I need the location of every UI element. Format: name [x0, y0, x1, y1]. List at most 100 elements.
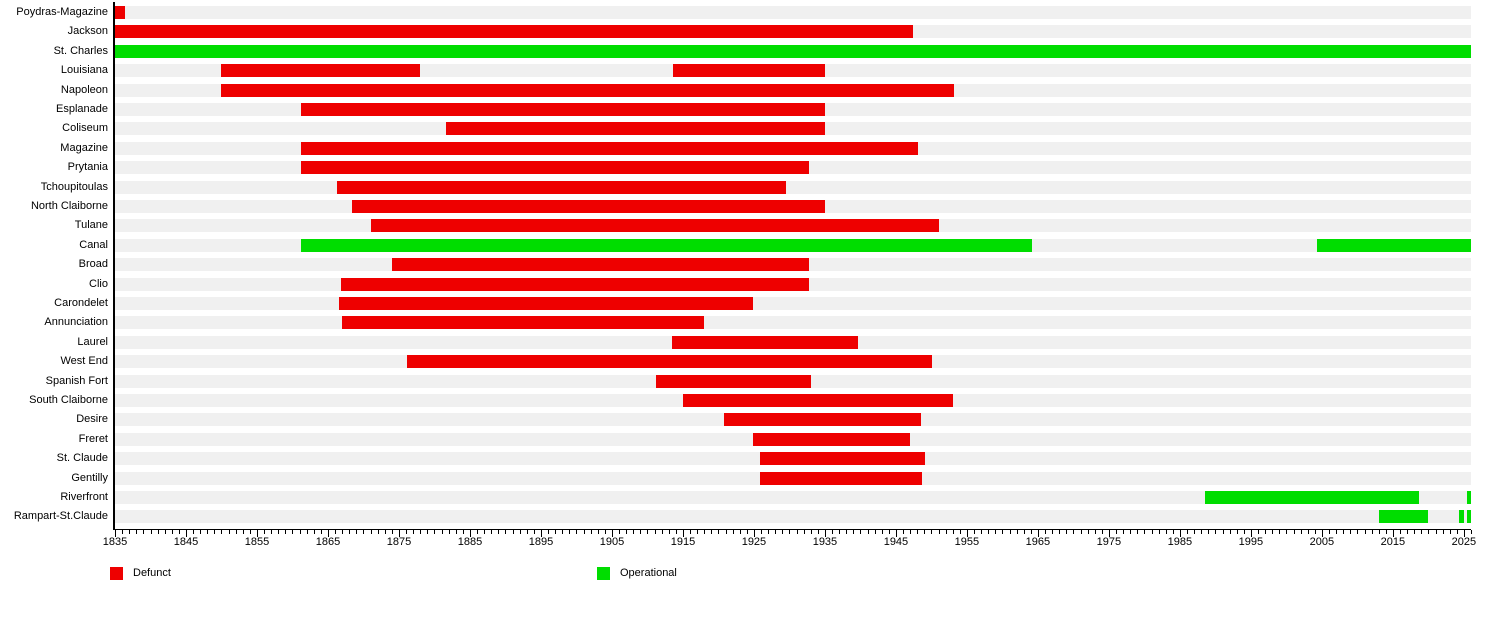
axis-minor-tick — [335, 530, 337, 534]
axis-minor-tick — [207, 530, 209, 534]
axis-major-tick — [256, 530, 258, 537]
row-track — [115, 491, 1471, 504]
axis-major-tick — [540, 530, 542, 537]
axis-minor-tick — [782, 530, 784, 534]
axis-major-tick — [1463, 530, 1465, 537]
row-track — [115, 219, 1471, 233]
axis-tick-label: 2025 — [1451, 536, 1477, 548]
row-label: Clio — [89, 277, 108, 290]
timeline-bar-operational — [1466, 491, 1471, 504]
axis-minor-tick — [221, 530, 223, 534]
axis-minor-tick — [1165, 530, 1167, 534]
axis-minor-tick — [576, 530, 578, 534]
axis-minor-tick — [761, 530, 763, 534]
axis-tick-label: 1985 — [1167, 536, 1193, 548]
axis-minor-tick — [768, 530, 770, 534]
axis-minor-tick — [803, 530, 805, 534]
axis-minor-tick — [1144, 530, 1146, 534]
axis-minor-tick — [1272, 530, 1274, 534]
axis-tick-label: 1885 — [457, 536, 483, 548]
legend-label-operational: Operational — [620, 567, 677, 579]
timeline-bar-defunct — [301, 141, 918, 155]
row-label: Coliseum — [62, 122, 108, 135]
axis-minor-tick — [1243, 530, 1245, 534]
axis-minor-tick — [1343, 530, 1345, 534]
axis-minor-tick — [938, 530, 940, 534]
timeline-bar-defunct — [724, 413, 922, 427]
row-label: Spanish Fort — [45, 374, 108, 387]
axis-minor-tick — [1286, 530, 1288, 534]
timeline-bar-defunct — [760, 452, 926, 466]
row-track — [115, 316, 1471, 330]
row-track — [115, 161, 1471, 175]
axis-minor-tick — [974, 530, 976, 534]
axis-minor-tick — [1030, 530, 1032, 534]
axis-minor-tick — [178, 530, 180, 534]
axis-minor-tick — [569, 530, 571, 534]
axis-minor-tick — [413, 530, 415, 534]
axis-minor-tick — [1471, 530, 1472, 534]
axis-minor-tick — [1194, 530, 1196, 534]
axis-major-tick — [682, 530, 684, 537]
axis-minor-tick — [171, 530, 173, 534]
row-label: Laurel — [77, 335, 108, 348]
row-track — [115, 83, 1471, 97]
row-track — [115, 355, 1471, 369]
legend-label-defunct: Defunct — [133, 567, 171, 579]
axis-minor-tick — [597, 530, 599, 534]
axis-minor-tick — [1399, 530, 1401, 534]
axis-major-tick — [469, 530, 471, 537]
axis-minor-tick — [1300, 530, 1302, 534]
axis-minor-tick — [1258, 530, 1259, 534]
row-label: Esplanade — [56, 103, 108, 115]
axis-minor-tick — [306, 530, 308, 534]
axis-minor-tick — [1350, 530, 1352, 534]
row-track — [115, 510, 1471, 524]
axis-tick-label: 1865 — [315, 536, 341, 548]
axis-minor-tick — [1009, 530, 1011, 534]
axis-minor-tick — [1137, 530, 1139, 534]
axis-minor-tick — [1066, 530, 1068, 534]
axis-minor-tick — [810, 530, 812, 534]
y-axis-line — [113, 2, 115, 530]
row-track — [115, 432, 1471, 446]
axis-minor-tick — [320, 530, 322, 534]
axis-minor-tick — [739, 530, 741, 534]
axis-minor-tick — [583, 530, 585, 534]
row-label: Prytania — [67, 161, 108, 174]
axis-tick-label: 1975 — [1096, 536, 1122, 548]
axis-minor-tick — [1187, 530, 1189, 534]
axis-minor-tick — [1265, 530, 1267, 534]
axis-minor-tick — [704, 530, 706, 534]
row-track — [115, 238, 1471, 252]
row-track — [115, 64, 1471, 78]
row-track — [115, 277, 1471, 291]
axis-minor-tick — [903, 530, 905, 534]
axis-major-tick — [966, 530, 968, 537]
axis-tick-label: 2015 — [1380, 536, 1406, 548]
axis-major-tick — [753, 530, 755, 537]
axis-tick-label: 1935 — [812, 536, 838, 548]
row-label: Riverfront — [60, 491, 108, 503]
axis-minor-tick — [1435, 530, 1437, 534]
axis-minor-tick — [512, 530, 514, 534]
row-label: Louisiana — [60, 64, 108, 77]
axis-minor-tick — [349, 530, 351, 534]
row-track — [115, 258, 1471, 272]
axis-minor-tick — [448, 530, 450, 534]
axis-minor-tick — [193, 530, 195, 534]
axis-minor-tick — [292, 530, 294, 534]
axis-tick-label: 1855 — [244, 536, 270, 548]
axis-minor-tick — [1364, 530, 1366, 534]
axis-minor-tick — [1002, 530, 1004, 534]
axis-minor-tick — [697, 530, 699, 534]
axis-minor-tick — [874, 530, 876, 534]
axis-minor-tick — [910, 530, 912, 534]
axis-major-tick — [611, 530, 613, 537]
axis-minor-tick — [519, 530, 521, 534]
row-track — [115, 297, 1471, 310]
timeline-bar-defunct — [342, 316, 705, 330]
timeline-bar-defunct — [752, 432, 911, 446]
axis-minor-tick — [775, 530, 777, 534]
timeline-bar-defunct — [391, 258, 809, 272]
